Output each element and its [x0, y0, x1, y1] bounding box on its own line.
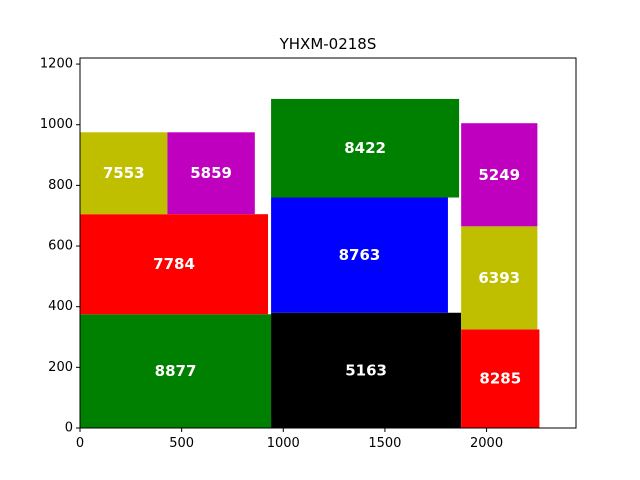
x-tick-label-0: 0 — [76, 436, 84, 451]
panel-rect-8877 — [80, 314, 272, 428]
plot-area: 8877 7784 7553 5859 5163 8763 8422 8285 6393 5249 — [80, 98, 540, 428]
panel-rect-7553 — [80, 132, 168, 215]
panel-label-5163: 5163 — [345, 361, 387, 379]
y-tick-label-800: 800 — [48, 178, 73, 193]
y-tick-label-1200: 1200 — [40, 57, 73, 72]
axes: 0 500 1000 1500 2000 0 200 400 600 800 1000 1200 — [40, 57, 503, 451]
plot-frame — [79, 57, 577, 429]
panel-label-6393: 6393 — [478, 269, 520, 287]
y-tick-label-0: 0 — [65, 421, 73, 436]
x-tick-label-2000: 2000 — [470, 436, 503, 451]
panel-rect-6393 — [461, 226, 538, 330]
panel-rect-8285 — [461, 329, 540, 428]
panel-rect-5163 — [271, 312, 462, 428]
panel-rect-8422 — [271, 98, 460, 198]
y-tick-label-200: 200 — [48, 360, 73, 375]
panel-label-7784: 7784 — [153, 255, 195, 273]
y-tick-label-1000: 1000 — [40, 117, 73, 132]
panel-label-8763: 8763 — [339, 246, 381, 264]
panel-label-5859: 5859 — [190, 164, 232, 182]
panel-rect-7784 — [80, 214, 269, 315]
panel-label-8422: 8422 — [344, 139, 386, 157]
y-tick-label-600: 600 — [48, 239, 73, 254]
y-tick-label-400: 400 — [48, 299, 73, 314]
x-tick-label-1500: 1500 — [368, 436, 401, 451]
panel-label-7553: 7553 — [103, 164, 145, 182]
panel-label-8877: 8877 — [155, 362, 197, 380]
panel-label-8285: 8285 — [479, 370, 521, 388]
panel-rect-8763 — [271, 197, 448, 313]
x-tick-label-500: 500 — [169, 436, 194, 451]
x-tick-label-1000: 1000 — [267, 436, 300, 451]
panel-label-5249: 5249 — [478, 166, 520, 184]
panel-rect-5249 — [461, 123, 538, 227]
panel-rect-5859 — [167, 132, 255, 215]
chart-title: YHXM-0218S — [279, 35, 377, 53]
